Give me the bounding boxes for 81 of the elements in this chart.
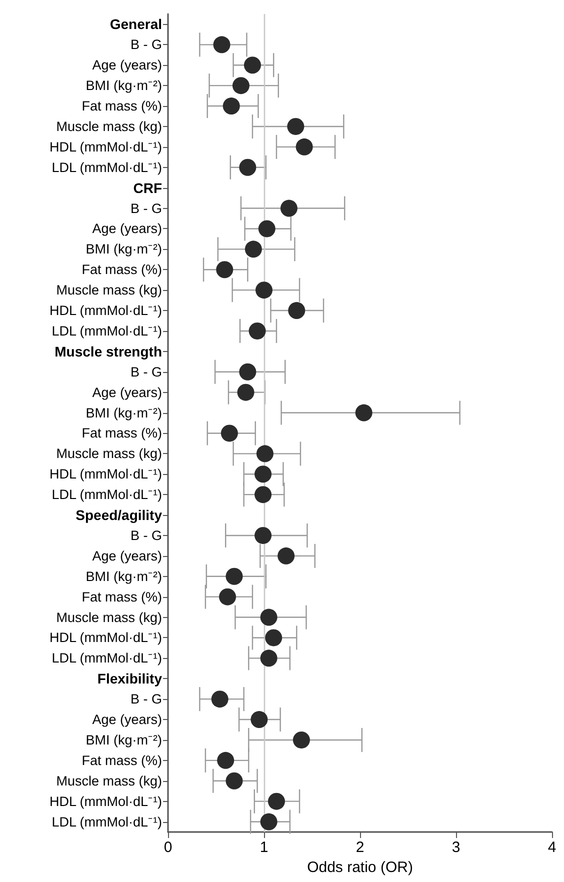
point	[256, 445, 274, 462]
point	[265, 629, 282, 646]
point	[244, 56, 261, 74]
point	[268, 792, 285, 810]
point	[288, 302, 306, 320]
point	[287, 118, 304, 135]
point	[260, 608, 278, 626]
point	[278, 547, 295, 564]
y-tick-label: Age (years)	[92, 712, 162, 728]
point	[211, 690, 228, 708]
x-axis-title: Odds ratio (OR)	[307, 859, 413, 876]
y-tick-label: CRF	[133, 180, 162, 196]
x-tick-label: 4	[548, 839, 556, 856]
point	[260, 813, 278, 830]
point	[254, 486, 272, 504]
point	[239, 158, 256, 176]
point	[239, 363, 256, 380]
y-tick-label: Fat mass (%)	[82, 589, 162, 604]
point	[216, 261, 234, 278]
y-tick-label: LDL (mmMol·dL⁻¹)	[52, 323, 162, 338]
y-tick-label: Muscle mass (kg)	[56, 610, 162, 625]
y-tick-label: BMI (kg·m⁻²)	[86, 242, 162, 257]
point	[232, 77, 250, 94]
point	[226, 568, 243, 585]
y-tick-label: Fat mass (%)	[82, 752, 162, 768]
y-tick-label: B - G	[130, 37, 162, 52]
y-tick-label: Muscle mass (kg)	[56, 118, 162, 134]
x-tick-label: 0	[164, 839, 172, 856]
y-tick-label: BMI (kg·m⁻²)	[86, 732, 162, 748]
y-tick-label: Fat mass (%)	[82, 426, 162, 441]
point	[248, 322, 266, 340]
y-tick-label: Muscle mass (kg)	[56, 773, 162, 788]
point	[226, 772, 243, 790]
point	[220, 424, 238, 442]
y-tick-label: LDL (mmMol·dL⁻¹)	[52, 650, 162, 666]
y-tick-label: Age (years)	[92, 58, 162, 73]
point	[213, 36, 230, 54]
y-tick-label: HDL (mmMol·dL⁻¹)	[50, 139, 162, 154]
y-tick-label: LDL (mmMol·dL⁻¹)	[52, 160, 162, 175]
point	[217, 752, 234, 769]
y-tick-label: Speed/agility	[76, 507, 162, 524]
y-tick-label: HDL (mmMol·dL⁻¹)	[50, 794, 162, 809]
y-tick-label: LDL (mmMol·dL⁻¹)	[52, 487, 162, 502]
y-tick-label: BMI (kg·m⁻²)	[86, 568, 162, 584]
point	[254, 466, 272, 483]
x-tick-label: 2	[356, 839, 364, 856]
y-tick-label: BMI (kg·m⁻²)	[86, 405, 162, 420]
y-tick-label: Age (years)	[92, 221, 162, 236]
point	[260, 650, 278, 667]
x-tick-label: 1	[260, 839, 268, 856]
point	[237, 384, 254, 401]
point	[250, 711, 268, 728]
y-tick-label: Flexibility	[97, 670, 162, 687]
y-tick-label: Fat mass (%)	[82, 98, 162, 114]
y-tick-label: Muscle mass (kg)	[56, 282, 162, 298]
point	[256, 282, 272, 299]
y-tick-label: Age (years)	[92, 384, 162, 400]
y-tick-label: LDL (mmMol·dL⁻¹)	[52, 814, 162, 830]
y-tick-label: Muscle strength	[54, 343, 162, 360]
point	[280, 200, 298, 217]
y-tick-label: Fat mass (%)	[82, 262, 162, 278]
point	[258, 220, 276, 238]
point	[222, 98, 240, 115]
y-tick-label: B - G	[130, 364, 162, 380]
y-tick-label: B - G	[130, 528, 162, 543]
point	[244, 240, 262, 258]
point	[219, 588, 236, 606]
y-tick-label: HDL (mmMol·dL⁻¹)	[50, 303, 162, 318]
y-tick-label: BMI (kg·m⁻²)	[86, 78, 162, 94]
y-tick-label: General	[110, 16, 162, 32]
point	[292, 731, 310, 748]
point	[355, 404, 372, 422]
point	[254, 526, 272, 544]
y-tick-label: HDL (mmMol·dL⁻¹)	[50, 630, 162, 646]
x-tick-label: 3	[452, 839, 460, 856]
y-tick-label: B - G	[130, 692, 162, 707]
y-tick-label: B - G	[130, 200, 162, 216]
y-tick-label: Age (years)	[92, 548, 162, 564]
point	[296, 138, 313, 156]
y-tick-label: HDL (mmMol·dL⁻¹)	[50, 466, 162, 482]
y-tick-label: Muscle mass (kg)	[56, 446, 162, 462]
